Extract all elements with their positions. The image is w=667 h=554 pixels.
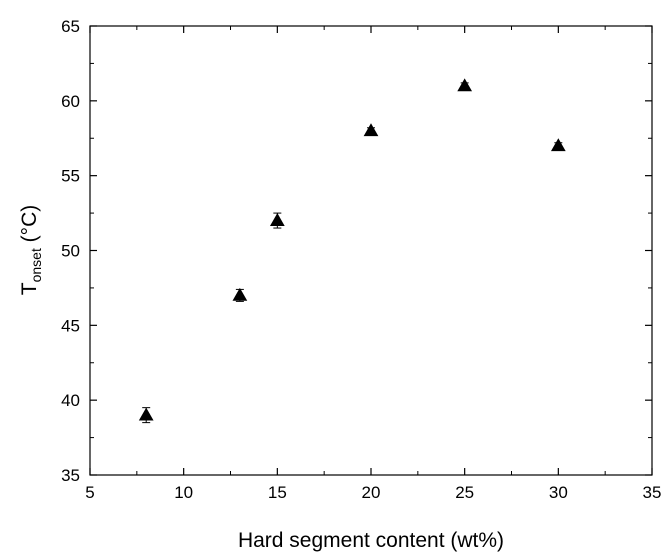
x-tick-label: 5	[85, 483, 94, 502]
y-axis-title-main: T	[18, 282, 41, 295]
plot-frame	[89, 25, 653, 476]
data-point-triangle	[457, 78, 473, 92]
x-tick-label: 35	[643, 483, 662, 502]
x-tick-label: 25	[455, 483, 474, 502]
y-tick-label: 50	[61, 242, 80, 261]
y-axis-title-unit: (°C)	[18, 205, 41, 248]
axis-ticks	[89, 25, 653, 476]
x-axis-title: Hard segment content (wt%)	[238, 529, 504, 552]
x-tick-label: 15	[268, 483, 287, 502]
y-axis-title: Tonset (°C)	[18, 205, 44, 295]
y-tick-label: 35	[61, 466, 80, 485]
x-tick-label: 10	[174, 483, 193, 502]
data-point-triangle	[232, 287, 248, 301]
y-axis-title-subscript: onset	[28, 248, 44, 282]
y-tick-label: 60	[61, 92, 80, 111]
y-tick-label: 55	[61, 167, 80, 186]
y-tick-label: 65	[61, 17, 80, 36]
data-point-triangle	[363, 123, 379, 137]
y-tick-labels: 35 40 45 50 55 60 65	[61, 17, 80, 485]
y-tick-label: 45	[61, 316, 80, 335]
x-tick-labels: 5 10 15 20 25 30 35	[85, 483, 661, 502]
data-point-triangle	[269, 213, 285, 226]
data-point-triangle	[550, 138, 566, 152]
data-points	[138, 78, 566, 424]
x-tick-label: 20	[362, 483, 381, 502]
x-tick-label: 30	[549, 483, 568, 502]
y-tick-label: 40	[61, 391, 80, 410]
data-point-triangle	[138, 407, 154, 421]
